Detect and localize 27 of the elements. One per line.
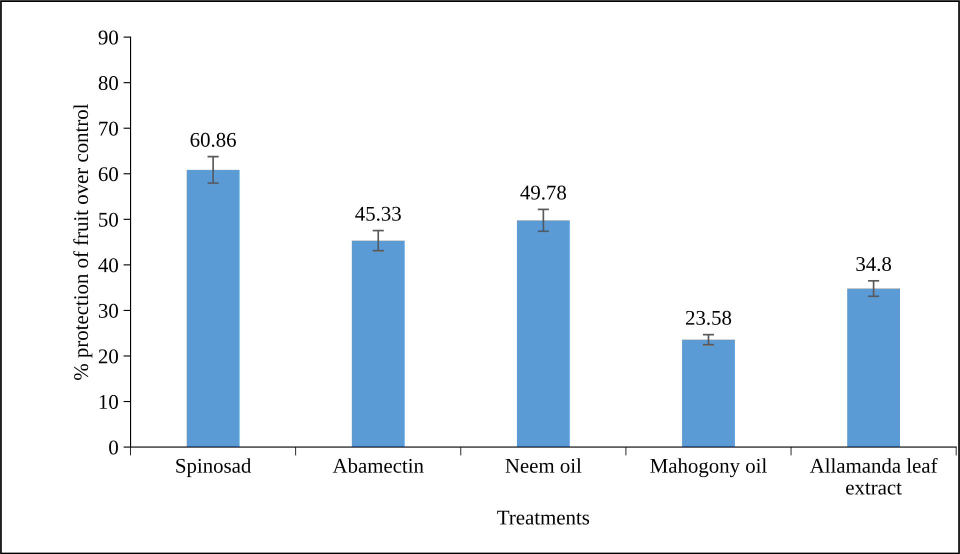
x-tick-label: Mahogony oil (650, 458, 767, 478)
bar (847, 288, 900, 448)
data-label: 34.8 (856, 256, 892, 272)
bar (352, 240, 405, 448)
y-tick-label: 10 (100, 394, 118, 409)
x-tick-label: Neem oil (505, 458, 582, 473)
x-tick-label: Allamanda leaf extract (810, 458, 938, 495)
data-label: 60.86 (190, 132, 236, 147)
x-axis-title: Treatments (497, 510, 590, 525)
bar (516, 220, 570, 448)
bar (186, 170, 240, 448)
y-tick-label: 30 (98, 304, 118, 318)
y-tick-label: 70 (99, 122, 118, 136)
y-tick-label: 60 (98, 167, 118, 182)
y-axis-title: % protection of fruit over control (73, 104, 92, 380)
data-label: 23.58 (686, 310, 732, 325)
bar (682, 340, 735, 448)
y-tick-label: 90 (98, 30, 118, 45)
x-tick-label: Spinosad (176, 458, 252, 478)
y-tick-label: 20 (98, 349, 118, 364)
y-tick-label: 50 (99, 212, 118, 227)
y-tick-label: 40 (98, 258, 118, 272)
data-label: 45.33 (355, 206, 401, 221)
y-tick-label: 0 (109, 440, 118, 455)
data-label: 49.78 (520, 186, 566, 200)
x-tick-label: Abamectin (332, 458, 424, 473)
y-tick-label: 80 (98, 76, 118, 90)
